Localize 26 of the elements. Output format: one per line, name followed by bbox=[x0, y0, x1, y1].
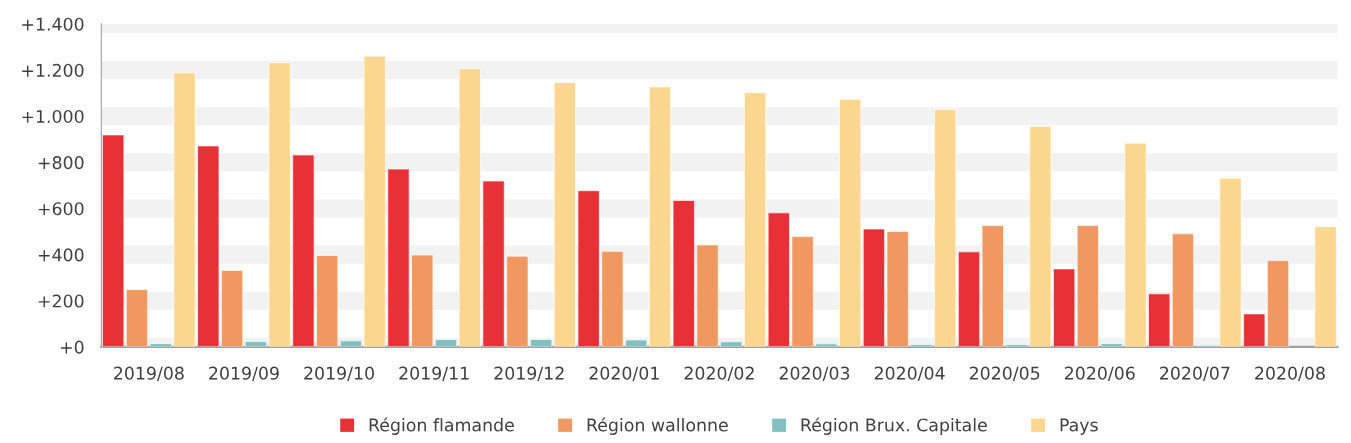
x-tick-label: 2020/01 bbox=[589, 366, 659, 382]
y-tick-label: +200 bbox=[38, 294, 84, 308]
y-tick-label: +1.000 bbox=[22, 109, 84, 124]
y-tick-label: +1.200 bbox=[22, 63, 84, 77]
x-tick-label: 2019/08 bbox=[114, 366, 184, 382]
y-tick-label: +400 bbox=[38, 248, 84, 262]
legend-label: Région flamande bbox=[369, 417, 514, 435]
x-tick-label: 2020/04 bbox=[874, 366, 945, 382]
legend-label: Région Brux. Capitale bbox=[801, 417, 987, 435]
x-tick-label: 2019/12 bbox=[494, 366, 564, 382]
x-tick-label: 2020/05 bbox=[969, 366, 1040, 382]
y-tick-label: +0 bbox=[60, 340, 84, 354]
x-tick-label: 2020/07 bbox=[1160, 366, 1230, 382]
x-tick-label: 2019/11 bbox=[399, 366, 469, 382]
legend-label: Pays bbox=[1060, 418, 1098, 435]
x-tick-label: 2020/06 bbox=[1064, 366, 1135, 382]
bar bbox=[1314, 226, 1337, 347]
y-tick-label: +600 bbox=[38, 202, 84, 216]
y-tick-label: +1.400 bbox=[22, 17, 84, 31]
x-tick-label: 2020/03 bbox=[779, 366, 850, 382]
x-tick-label: 2020/08 bbox=[1255, 366, 1325, 382]
x-tick-label: 2019/09 bbox=[209, 366, 279, 382]
y-tick-label: +800 bbox=[38, 156, 84, 170]
x-tick-label: 2020/02 bbox=[684, 366, 754, 382]
x-tick-label: 2019/10 bbox=[304, 366, 374, 382]
legend-label: Région wallonne bbox=[587, 417, 728, 435]
